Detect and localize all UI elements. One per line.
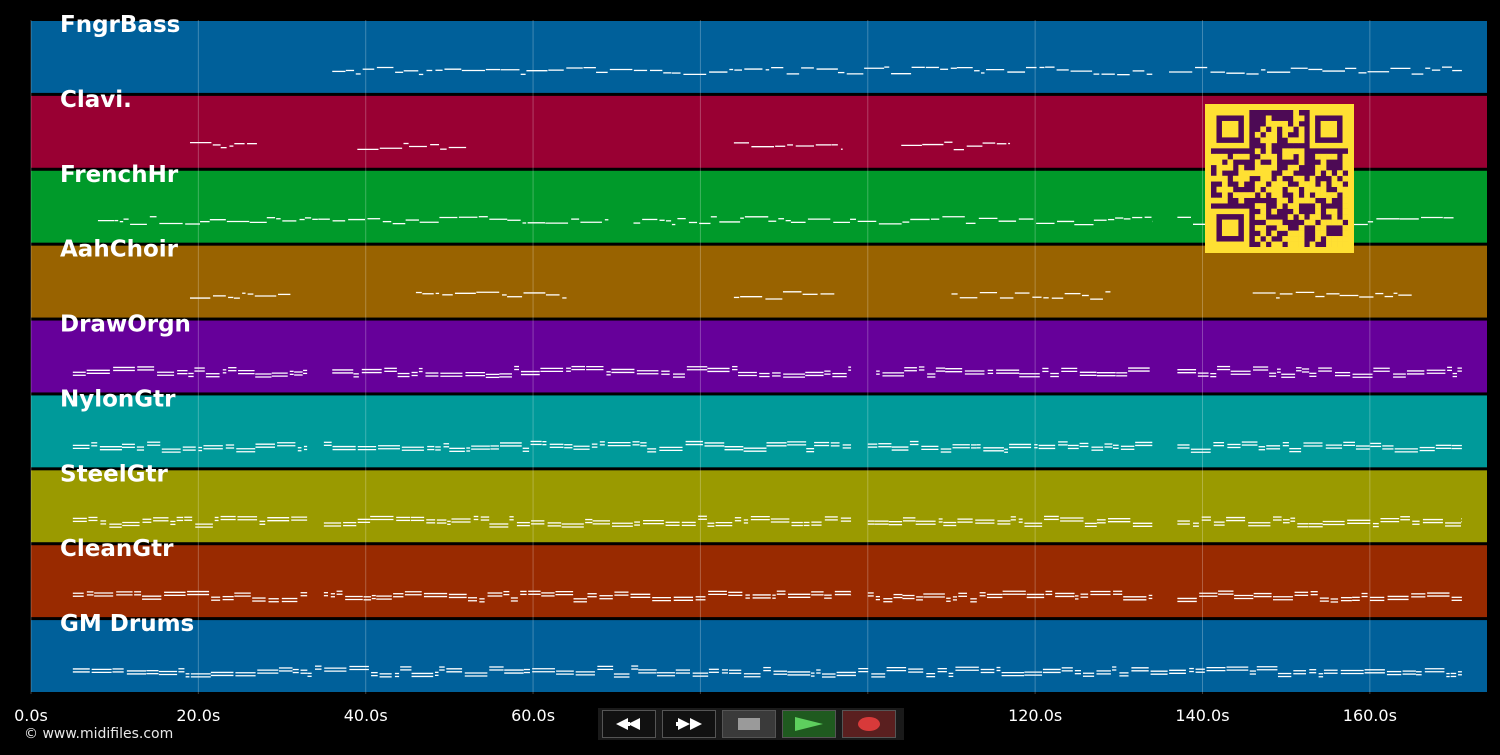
note-segment [97, 216, 609, 226]
fast-forward-button[interactable] [662, 710, 716, 738]
note-segment [951, 291, 1111, 300]
note-segment [323, 590, 852, 603]
track-lane: GM Drums [31, 611, 1487, 692]
track-name-label: CleanGtr [60, 536, 174, 562]
note-segment [867, 590, 1153, 603]
x-tick-label: 0.0s [14, 706, 48, 725]
stop-icon [738, 718, 760, 730]
track-name-label: Clavi. [60, 87, 132, 113]
note-segment [72, 590, 308, 603]
track-name-label: AahChoir [60, 237, 179, 263]
track-lane: FngrBass [31, 12, 1487, 93]
note-segment [1252, 291, 1412, 299]
note-segment [901, 141, 1011, 151]
track-lane: AahChoir [31, 237, 1487, 318]
track-lane: NylonGtr [31, 386, 1487, 468]
x-tick-label: 40.0s [344, 706, 388, 725]
track-lane: CleanGtr [31, 536, 1487, 618]
x-tick-label: 160.0s [1343, 706, 1397, 725]
note-segment [189, 142, 257, 149]
note-segment [332, 365, 852, 379]
track-band [31, 470, 1487, 543]
rewind-icon [616, 718, 640, 730]
track-band [31, 620, 1487, 692]
qr-code-icon [1205, 104, 1354, 253]
track-band [31, 395, 1487, 468]
note-segment [1177, 441, 1462, 453]
note-segment [876, 366, 1150, 378]
track-name-label: FngrBass [60, 12, 180, 38]
note-segment [332, 66, 1153, 76]
play-icon [795, 717, 823, 731]
track-name-label: GM Drums [60, 611, 194, 637]
copyright-text: © www.midifiles.com [24, 726, 174, 742]
track-name-label: FrenchHr [60, 162, 179, 188]
track-name-label: DrawOrgn [60, 312, 191, 338]
note-segment [323, 515, 852, 528]
transport-controls [598, 708, 904, 740]
note-segment [72, 441, 308, 453]
note-segment [633, 216, 1153, 226]
note-segment [415, 291, 567, 299]
track-name-label: NylonGtr [60, 386, 176, 412]
x-tick-label: 20.0s [176, 706, 220, 725]
note-segment [867, 440, 1153, 453]
note-segment [1177, 516, 1462, 528]
note-segment [323, 440, 852, 453]
track-lane: SteelGtr [31, 461, 1487, 543]
note-segment [189, 292, 291, 299]
track-lane: DrawOrgn [31, 312, 1487, 393]
x-tick-label: 60.0s [511, 706, 555, 725]
note-segment [867, 515, 1153, 528]
x-tick-label: 120.0s [1008, 706, 1062, 725]
track-band [31, 245, 1487, 318]
rewind-button[interactable] [602, 710, 656, 738]
x-tick-label: 140.0s [1175, 706, 1229, 725]
track-band [31, 320, 1487, 393]
note-segment [1169, 66, 1462, 75]
record-button[interactable] [842, 710, 896, 738]
stop-button[interactable] [722, 710, 776, 738]
note-segment [733, 291, 835, 300]
fast-forward-icon [676, 718, 702, 730]
track-name-label: SteelGtr [60, 461, 169, 487]
note-segment [72, 515, 308, 528]
note-segment [1177, 365, 1462, 378]
note-segment [1177, 590, 1462, 603]
play-button[interactable] [782, 710, 836, 738]
record-icon [858, 717, 880, 731]
note-segment [733, 142, 843, 150]
note-segment [72, 366, 308, 378]
track-band [31, 21, 1487, 93]
note-segment [72, 665, 1462, 678]
note-segment [357, 142, 467, 151]
track-band [31, 545, 1487, 618]
